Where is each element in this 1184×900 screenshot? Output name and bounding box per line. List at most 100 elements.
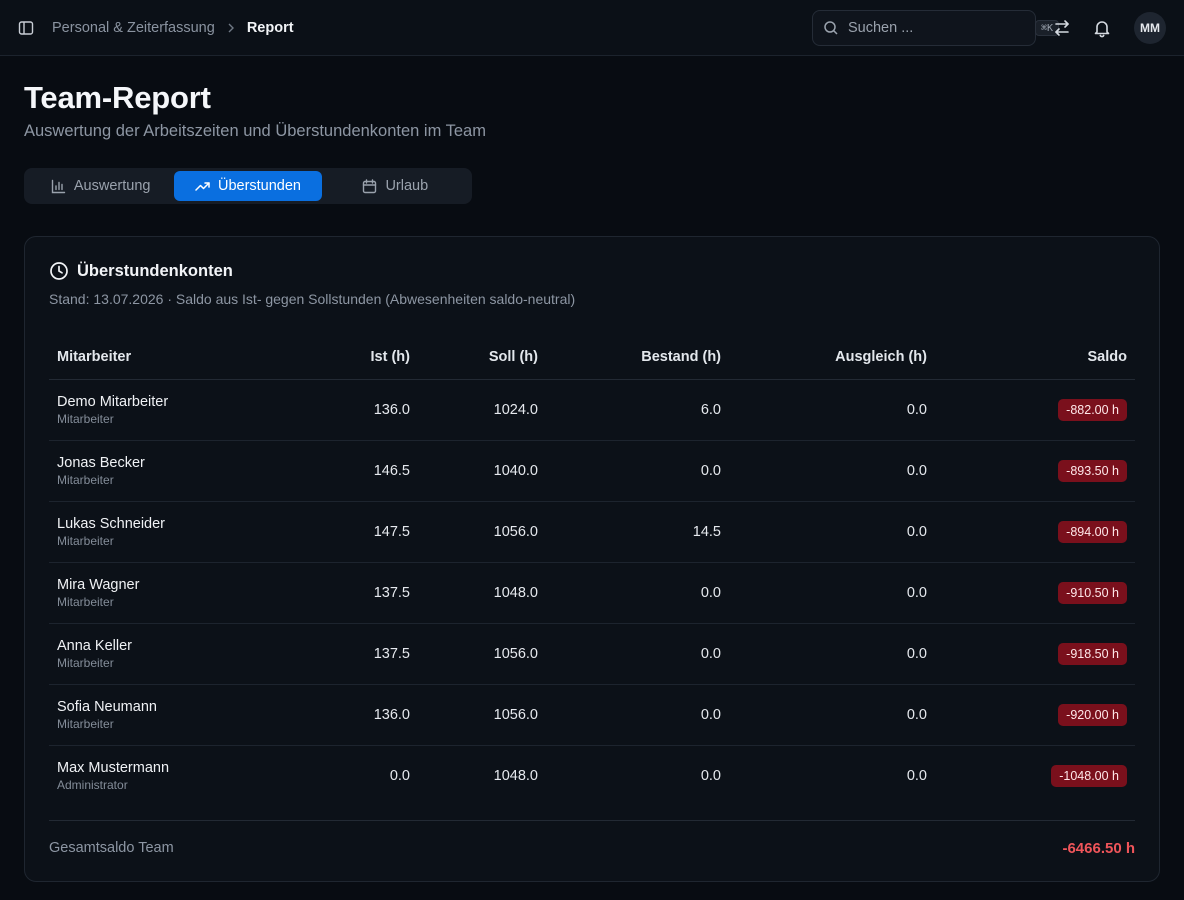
search-input[interactable] <box>848 20 1035 36</box>
table-row[interactable]: Sofia Neumann Mitarbeiter 136.0 1056.0 0… <box>49 684 1135 746</box>
ist-value: 137.5 <box>261 623 418 685</box>
saldo-badge: -1048.00 h <box>1051 764 1127 787</box>
overtime-accounts-card: Überstundenkonten Stand: 13.07.2026 · Sa… <box>24 236 1160 882</box>
saldo-badge: -894.00 h <box>1058 520 1127 543</box>
ist-value: 147.5 <box>261 501 418 563</box>
employee-role: Mitarbeiter <box>57 472 114 487</box>
total-label: Gesamtsaldo Team <box>49 840 174 856</box>
employee-cell: Sofia Neumann Mitarbeiter <box>49 684 261 746</box>
table-row[interactable]: Mira Wagner Mitarbeiter 137.5 1048.0 0.0… <box>49 562 1135 624</box>
switch-arrows-icon[interactable] <box>1051 17 1073 39</box>
tab-auswertung[interactable]: Auswertung <box>27 171 174 201</box>
ist-value: 146.5 <box>261 440 418 502</box>
employee-role: Mitarbeiter <box>57 716 114 731</box>
ist-value: 136.0 <box>261 684 418 746</box>
saldo-badge: -918.50 h <box>1058 642 1127 665</box>
saldo-badge: -893.50 h <box>1058 459 1127 482</box>
search-box[interactable]: ⌘K <box>812 10 1060 46</box>
soll-value: 1048.0 <box>493 767 538 784</box>
column-header-bestand[interactable]: Bestand (h) <box>546 335 729 380</box>
sidebar-toggle-icon[interactable] <box>18 20 34 36</box>
saldo-badge: -882.00 h <box>1058 398 1127 421</box>
team-total-row: Gesamtsaldo Team -6466.50 h <box>49 820 1135 884</box>
soll-value: 1048.0 <box>418 562 546 624</box>
total-value: -6466.50 h <box>1062 840 1135 857</box>
employee-cell: Lukas Schneider Mitarbeiter <box>49 501 261 563</box>
breadcrumb-parent[interactable]: Personal & Zeiterfassung <box>52 20 215 36</box>
soll-value: 1056.0 <box>418 623 546 685</box>
card-header: Überstundenkonten <box>49 261 233 281</box>
saldo-badge: -910.50 h <box>1058 581 1127 604</box>
bestand-value: 14.5 <box>546 501 729 563</box>
employee-cell: Mira Wagner Mitarbeiter <box>49 562 261 624</box>
user-avatar[interactable]: MM <box>1134 12 1166 44</box>
bell-icon[interactable] <box>1091 17 1113 39</box>
table-row[interactable]: Jonas Becker Mitarbeiter 146.5 1040.0 0.… <box>49 440 1135 502</box>
ist-value: 137.5 <box>261 562 418 624</box>
employee-cell: Demo Mitarbeiter Mitarbeiter <box>49 379 261 441</box>
bar-chart-icon <box>51 179 66 194</box>
bestand-value: 0.0 <box>700 767 721 784</box>
employee-role: Mitarbeiter <box>57 655 114 670</box>
column-header-ist[interactable]: Ist (h) <box>261 335 418 380</box>
calendar-icon <box>362 178 377 194</box>
table-header-row: Mitarbeiter Ist (h) Soll (h) Bestand (h)… <box>49 335 1135 380</box>
saldo-cell: -882.00 h <box>935 379 1135 441</box>
bestand-value: 0.0 <box>546 623 729 685</box>
soll-value: 1024.0 <box>418 379 546 441</box>
employee-cell: Max Mustermann Administrator <box>49 745 261 806</box>
soll-value: 1056.0 <box>418 684 546 746</box>
table-row[interactable]: Demo Mitarbeiter Mitarbeiter 136.0 1024.… <box>49 379 1135 441</box>
bestand-value: 0.0 <box>546 562 729 624</box>
ausgleich-value: 0.0 <box>729 562 935 624</box>
soll-value: 1056.0 <box>418 501 546 563</box>
card-subtitle: Stand: 13.07.2026 · Saldo aus Ist- gegen… <box>49 291 576 307</box>
ausgleich-value: 0.0 <box>729 379 935 441</box>
employee-role: Administrator <box>57 777 128 792</box>
saldo-cell: -894.00 h <box>935 501 1135 563</box>
employee-name: Anna Keller <box>57 637 132 654</box>
clock-icon <box>49 261 69 281</box>
column-header-soll[interactable]: Soll (h) <box>418 335 546 380</box>
column-header-ausgleich[interactable]: Ausgleich (h) <box>729 335 935 380</box>
employee-role: Mitarbeiter <box>57 533 114 548</box>
breadcrumb: Personal & Zeiterfassung Report <box>52 19 294 37</box>
saldo-cell: -918.50 h <box>935 623 1135 685</box>
ausgleich-value: 0.0 <box>729 440 935 502</box>
column-header-saldo[interactable]: Saldo <box>935 335 1135 380</box>
saldo-cell: -910.50 h <box>935 562 1135 624</box>
page-subtitle: Auswertung der Arbeitszeiten und Überstu… <box>24 122 486 140</box>
tab-ueberstunden[interactable]: Überstunden <box>174 171 322 201</box>
column-header-employee[interactable]: Mitarbeiter <box>49 335 261 380</box>
search-icon <box>823 20 839 36</box>
ausgleich-value: 0.0 <box>729 684 935 746</box>
table-row[interactable]: Anna Keller Mitarbeiter 137.5 1056.0 0.0… <box>49 623 1135 685</box>
table-row[interactable]: Max Mustermann Administrator 0.0 1048.0 … <box>49 745 1135 806</box>
ist-value: 136.0 <box>261 379 418 441</box>
employee-cell: Jonas Becker Mitarbeiter <box>49 440 261 502</box>
breadcrumb-current: Report <box>246 20 294 36</box>
ausgleich-value: 0.0 <box>729 623 935 685</box>
employee-name: Max Mustermann <box>57 759 170 776</box>
table-row[interactable]: Lukas Schneider Mitarbeiter 147.5 1056.0… <box>49 501 1135 563</box>
employee-role: Mitarbeiter <box>57 411 114 426</box>
tab-label: Überstunden <box>217 178 301 194</box>
soll-value: 1040.0 <box>418 440 546 502</box>
employee-cell: Anna Keller Mitarbeiter <box>49 623 261 685</box>
tab-urlaub[interactable]: Urlaub <box>322 171 469 201</box>
employee-name: Demo Mitarbeiter <box>57 393 169 410</box>
ausgleich-value: 0.0 <box>729 501 935 563</box>
overtime-table: Mitarbeiter Ist (h) Soll (h) Bestand (h)… <box>49 335 1135 806</box>
trending-up-icon <box>195 179 210 194</box>
tab-label: Auswertung <box>73 178 151 194</box>
bestand-value: 0.0 <box>546 440 729 502</box>
search-shortcut-hint: ⌘K <box>1035 20 1060 36</box>
saldo-badge: -920.00 h <box>1058 703 1127 726</box>
employee-name: Jonas Becker <box>57 454 145 471</box>
employee-name: Lukas Schneider <box>57 515 166 532</box>
ausgleich-value: 0.0 <box>906 767 927 784</box>
chevron-right-icon <box>225 22 237 34</box>
employee-name: Sofia Neumann <box>57 698 157 715</box>
bestand-value: 6.0 <box>546 379 729 441</box>
employee-role: Mitarbeiter <box>57 594 114 609</box>
